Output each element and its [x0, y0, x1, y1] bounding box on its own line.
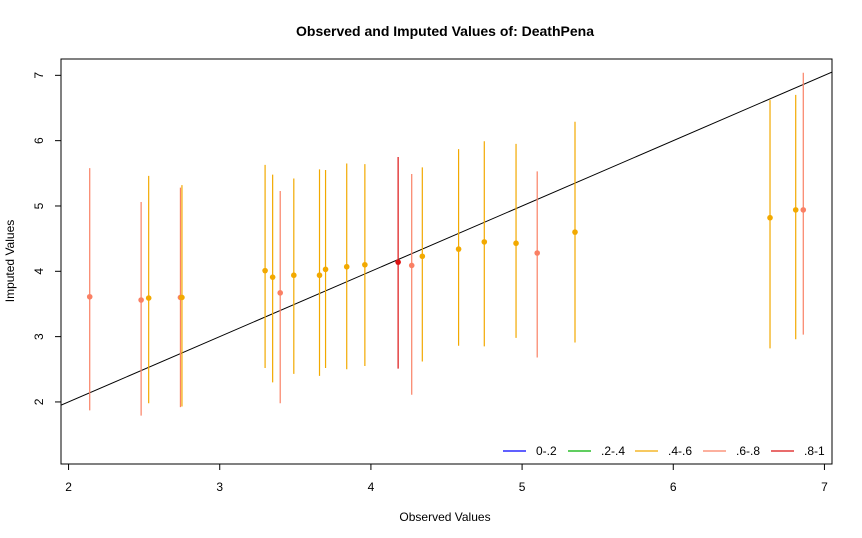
data-point — [179, 294, 185, 301]
x-tick-label: 7 — [821, 480, 828, 494]
data-point — [395, 259, 401, 265]
y-tick-label: 7 — [32, 72, 46, 79]
data-point — [86, 293, 93, 300]
data-point — [269, 274, 276, 280]
data-point — [455, 246, 462, 252]
legend-label: .6-.8 — [736, 444, 760, 458]
data-point — [572, 229, 578, 235]
x-tick-label: 4 — [368, 480, 375, 494]
data-point — [792, 207, 799, 213]
plot-frame — [60, 58, 833, 465]
legend-label: .2-.4 — [601, 444, 625, 458]
x-axis-label: Observed Values — [399, 510, 490, 524]
x-tick-label: 2 — [65, 480, 72, 494]
data-point — [800, 207, 807, 213]
data-point — [362, 261, 368, 268]
legend-label: 0-.2 — [536, 444, 557, 458]
data-point — [343, 263, 350, 270]
legend: 0-.2 .2-.4 .4-.6 .6-.8 .8-1 — [503, 444, 825, 458]
y-tick-label: 2 — [32, 398, 46, 405]
y-tick-label: 4 — [32, 268, 46, 275]
data-point — [277, 290, 284, 296]
data-point — [145, 295, 152, 301]
plot-area — [61, 71, 832, 416]
y-tick-label: 5 — [32, 202, 46, 209]
chart-title: Observed and Imputed Values of: DeathPen… — [296, 23, 594, 39]
y-tick-label: 3 — [32, 333, 46, 340]
legend-label: .4-.6 — [668, 444, 692, 458]
data-point — [481, 239, 488, 245]
data-point — [408, 262, 415, 269]
x-tick-label: 3 — [216, 480, 223, 494]
x-tick-label: 5 — [519, 480, 526, 494]
data-point — [262, 267, 268, 274]
x-tick-label: 6 — [670, 480, 677, 494]
data-point — [316, 272, 323, 279]
x-axis: 2 3 4 5 6 7 — [65, 464, 828, 494]
data-point — [419, 253, 426, 260]
data-point — [767, 214, 773, 221]
data-point — [513, 240, 519, 247]
data-point — [138, 297, 144, 303]
y-axis: 2 3 4 5 6 7 — [32, 72, 61, 405]
data-point — [291, 272, 297, 279]
y-tick-label: 6 — [32, 137, 46, 144]
data-point — [322, 266, 329, 273]
y-axis-label: Imputed Values — [3, 220, 17, 303]
data-point — [534, 250, 541, 256]
legend-label: .8-1 — [804, 444, 825, 458]
reference-line — [61, 71, 832, 406]
